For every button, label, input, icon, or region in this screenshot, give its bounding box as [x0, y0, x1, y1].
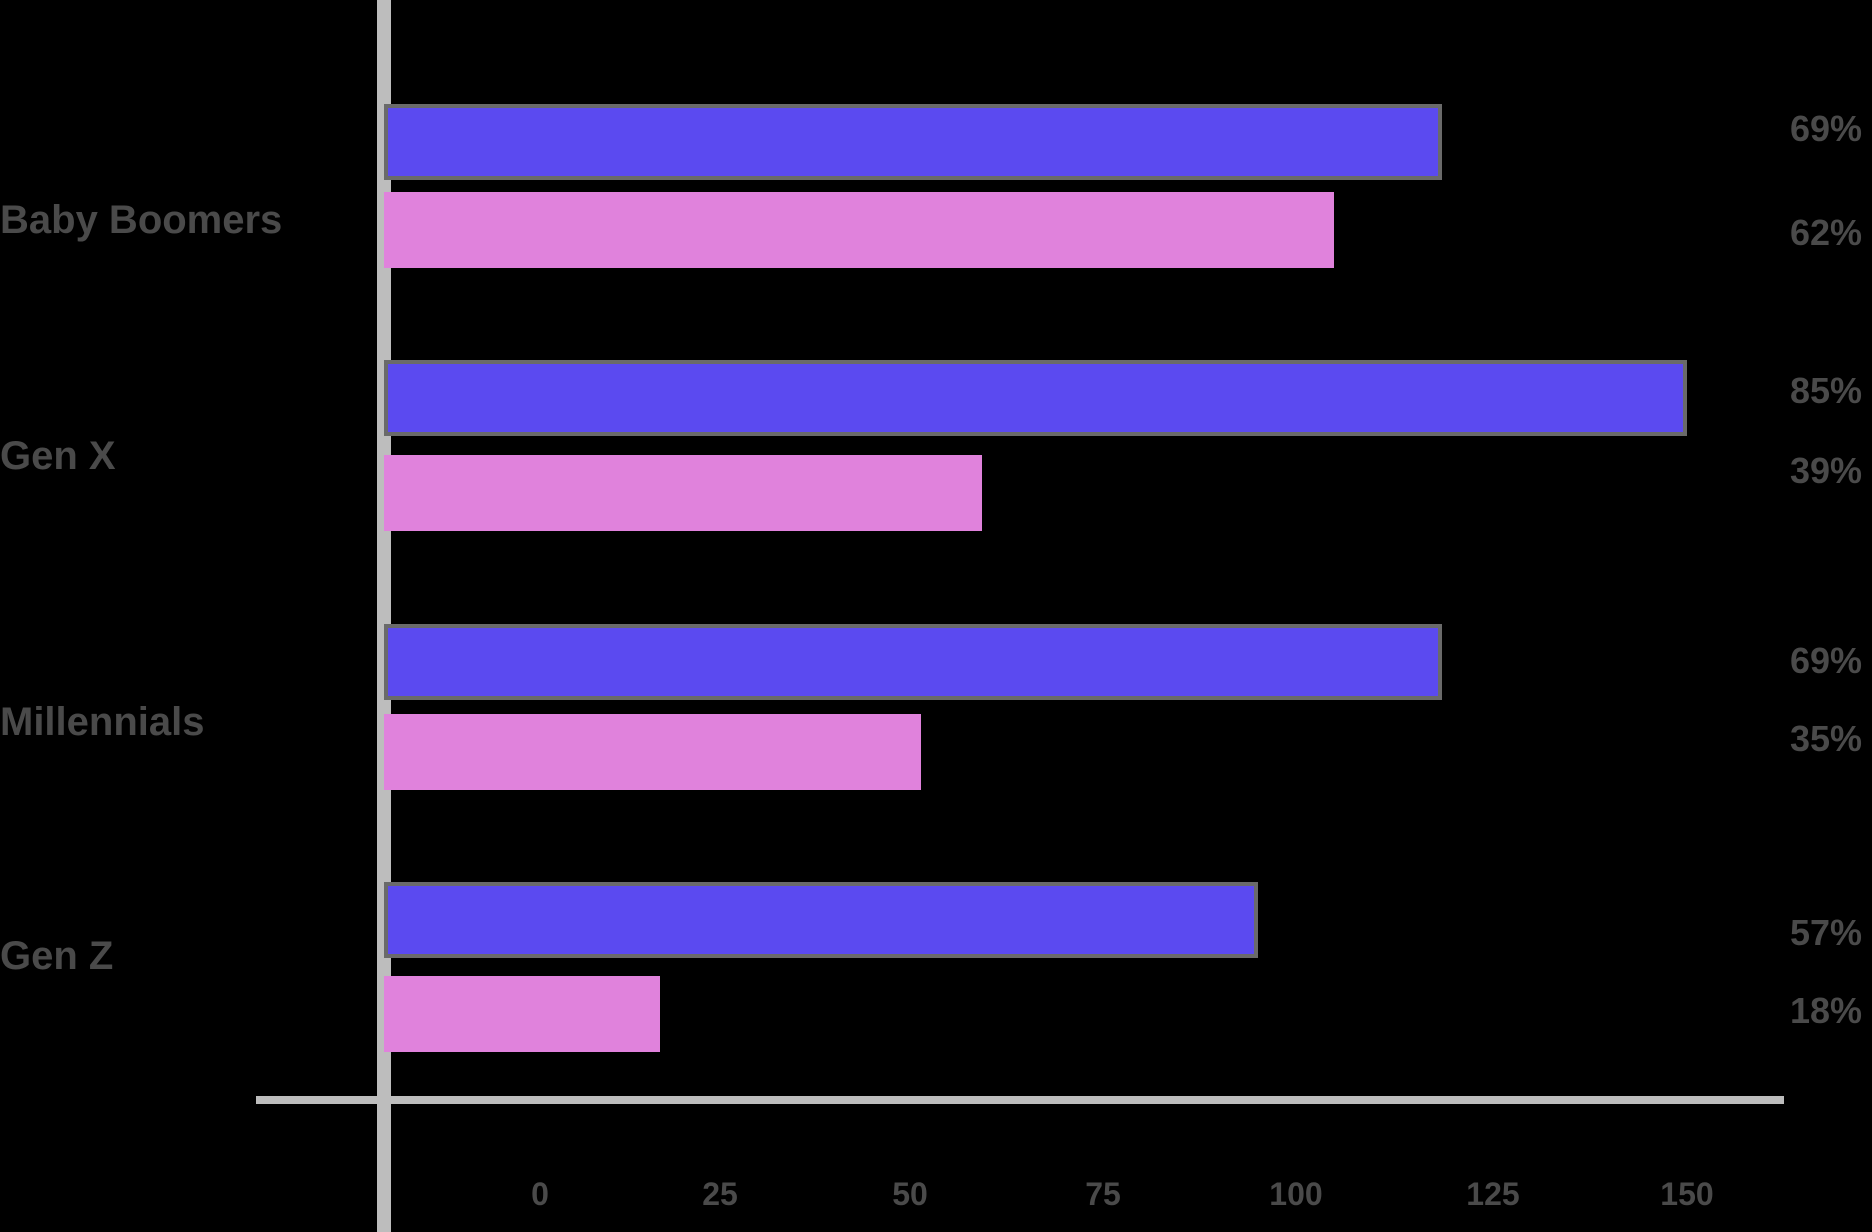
bar-millennials-series-1	[384, 624, 1442, 700]
x-tick-label: 75	[1085, 1176, 1121, 1212]
value-label: 35%	[1790, 718, 1863, 759]
x-tick-label: 25	[702, 1176, 738, 1212]
bar-millennials-series-2	[384, 714, 921, 790]
category-label: Millennials	[0, 700, 205, 744]
x-axis-line	[256, 1096, 1784, 1104]
value-label: 85%	[1790, 370, 1863, 411]
x-tick-label: 100	[1269, 1176, 1323, 1212]
bar-baby-boomers-series-2	[384, 192, 1334, 268]
x-tick-label: 150	[1660, 1176, 1714, 1212]
bar-gen-z-series-2	[384, 976, 660, 1052]
category-label: Baby Boomers	[0, 198, 283, 242]
value-label: 62%	[1790, 212, 1863, 253]
value-label: 39%	[1790, 450, 1863, 491]
x-tick-label: 0	[531, 1176, 549, 1212]
x-tick-label: 125	[1466, 1176, 1520, 1212]
value-label: 18%	[1790, 990, 1863, 1031]
bar-gen-x-series-1	[384, 360, 1687, 436]
bar-gen-x-series-2	[384, 455, 982, 531]
x-tick-label: 50	[892, 1176, 928, 1212]
value-label: 69%	[1790, 640, 1863, 681]
value-label: 69%	[1790, 108, 1863, 149]
category-label: Gen Z	[0, 934, 114, 978]
value-label: 57%	[1790, 912, 1863, 953]
bar-baby-boomers-series-1	[384, 104, 1442, 180]
bar-gen-z-series-1	[384, 882, 1258, 958]
category-label: Gen X	[0, 434, 116, 478]
